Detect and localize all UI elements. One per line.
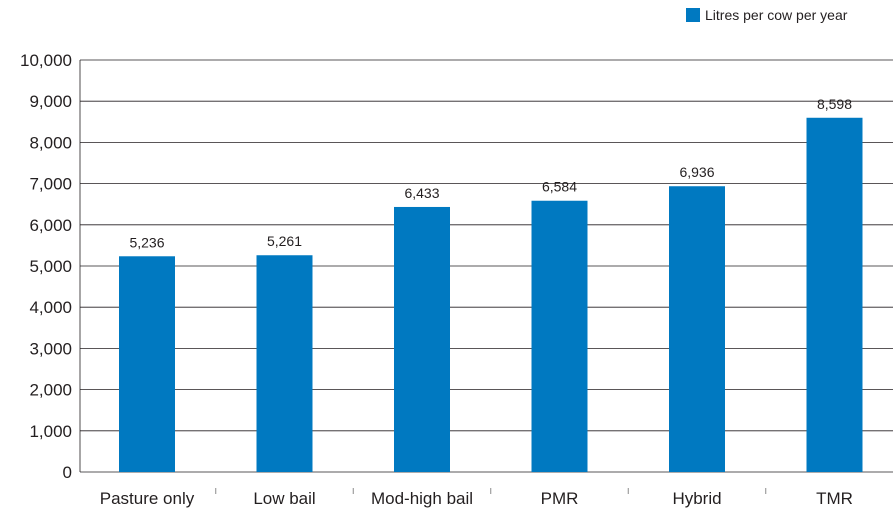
bar [256,255,313,472]
y-axis-tick-labels: 0 1,000 2,000 3,000 4,000 5,000 6,000 7,000 8,00… [20,51,72,482]
x-tick-label: TMR [816,489,853,508]
bar [669,186,725,472]
bar-value-label: 6,936 [679,164,714,180]
x-tick-label: Hybrid [672,489,721,508]
x-tick-label: Mod-high bail [371,489,473,508]
x-tick-label: Low bail [253,489,315,508]
y-tick-label: 0 [63,463,72,482]
legend-swatch [686,8,700,22]
bar [119,256,175,472]
x-tick-label: Pasture only [100,489,195,508]
legend: Litres per cow per year [686,7,848,23]
x-axis-tick-labels: Pasture only Low bail Mod-high bail PMR Hybr… [100,488,853,508]
y-tick-label: 2,000 [29,381,72,400]
bar [806,117,863,473]
data-labels: 5,236 5,261 6,433 6,584 6,936 8,598 [129,96,852,251]
bar-value-label: 8,598 [817,96,852,112]
bar-value-label: 5,236 [129,234,164,250]
bar [531,200,588,472]
bar [394,206,450,473]
y-tick-label: 1,000 [29,422,72,441]
y-tick-label: 6,000 [29,216,72,235]
y-tick-label: 7,000 [29,175,72,194]
y-tick-label: 9,000 [29,92,72,111]
y-tick-label: 4,000 [29,298,72,317]
y-tick-label: 10,000 [20,51,72,70]
x-tick-label: PMR [541,489,579,508]
y-tick-label: 5,000 [29,257,72,276]
bar-value-label: 6,433 [404,185,439,201]
bar-value-label: 5,261 [267,233,302,249]
y-tick-label: 8,000 [29,133,72,152]
legend-label: Litres per cow per year [705,7,848,23]
gridlines [80,59,893,432]
y-tick-label: 3,000 [29,339,72,358]
bars [119,117,863,473]
axes [79,60,893,473]
bar-value-label: 6,584 [542,179,577,195]
